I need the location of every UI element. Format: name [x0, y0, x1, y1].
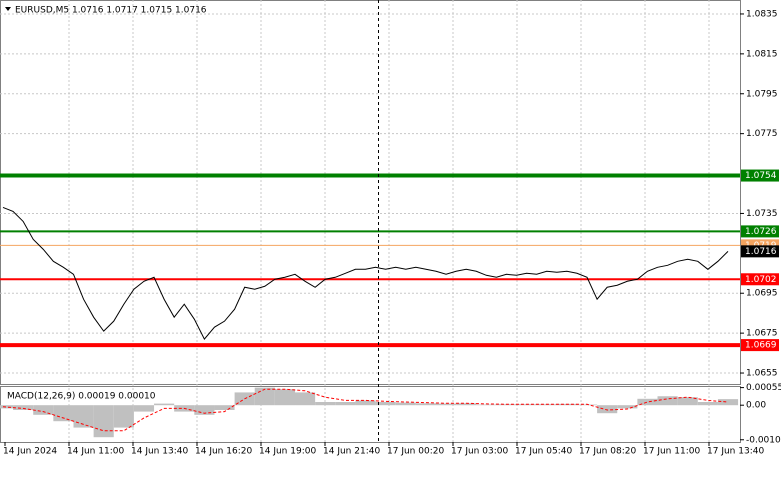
x-tick-label: 17 Jun 08:20: [579, 447, 636, 457]
macd-bar: [597, 405, 618, 414]
macd-bar: [395, 402, 416, 406]
macd-bar: [53, 405, 74, 422]
level-label-bg: [741, 339, 779, 352]
macd-bar: [274, 389, 296, 406]
macd-bar: [93, 405, 114, 438]
macd-bar: [133, 405, 155, 412]
macd-bar: [456, 403, 477, 406]
y-tick-label: 1.0735: [746, 209, 778, 219]
x-tick-label: 14 Jun 13:40: [131, 447, 188, 457]
macd-bar: [375, 402, 396, 406]
y-tick-label: 1.0835: [746, 9, 778, 19]
y-tick-label: 1.0795: [746, 89, 778, 99]
macd-bar: [637, 398, 658, 406]
y-tick-label: 1.0815: [746, 49, 778, 59]
level-label-bg: [741, 225, 779, 238]
macd-bar: [657, 396, 678, 406]
x-tick-label: 17 Jun 05:40: [515, 447, 572, 457]
y-tick-label: 1.0775: [746, 129, 778, 139]
macd-bar: [295, 392, 316, 406]
x-tick-label: 17 Jun 00:20: [387, 447, 444, 457]
macd-bar: [254, 387, 275, 406]
x-tick-label: 14 Jun 19:00: [259, 447, 316, 457]
macd-bar: [355, 400, 376, 406]
x-tick-label: 14 Jun 11:00: [67, 447, 124, 457]
x-tick-label: 14 Jun 2024: [3, 447, 57, 457]
last-price-label: 1.0716: [745, 247, 777, 257]
x-tick-label: 14 Jun 16:20: [195, 447, 252, 457]
level-label: 1.0669: [745, 341, 777, 351]
price-line: [2, 206, 729, 341]
macd-title: MACD(12,26,9) 0.00019 0.00010: [7, 392, 156, 402]
x-tick-label: 17 Jun 13:40: [707, 447, 764, 457]
y-tick-label: 1.0655: [746, 369, 778, 379]
level-label: 1.0702: [745, 275, 777, 285]
last-price-bg: [741, 245, 779, 258]
y-tick-label: 1.0675: [746, 329, 778, 339]
plot-layer: [0, 173, 740, 438]
macd-bar: [435, 403, 457, 406]
level-label-bg: [741, 169, 779, 182]
macd-bar: [154, 403, 175, 406]
macd-bar: [0, 405, 14, 409]
macd-bar: [617, 405, 638, 409]
macd-bar: [415, 403, 436, 406]
macd-bar: [113, 405, 134, 428]
macd-bar: [315, 402, 336, 406]
level-label: 1.0754: [745, 171, 777, 181]
x-tick-label: 17 Jun 03:00: [451, 447, 508, 457]
y-tick-label: -0.00108: [746, 435, 781, 445]
level-label: 1.0726: [745, 227, 777, 237]
grid-layer: [0, 0, 740, 442]
macd-bar: [576, 404, 598, 406]
macd-bar: [335, 402, 356, 406]
y-tick-label: 1.0695: [746, 289, 778, 299]
x-tick-label: 14 Jun 21:40: [323, 447, 380, 457]
level-label-bg: [741, 273, 779, 286]
macd-bar: [717, 399, 739, 406]
macd-bar: [194, 405, 215, 415]
macd-bar: [476, 404, 497, 406]
macd-bar: [697, 402, 718, 406]
x-tick-label: 17 Jun 11:00: [643, 447, 700, 457]
signal-line: [2, 388, 729, 432]
macd-bar: [677, 397, 698, 406]
chart-title: EURUSD,M5 1.0716 1.0717 1.0715 1.0716: [15, 6, 207, 16]
y-tick-label: 0.00055: [746, 383, 781, 393]
macd-bar: [33, 405, 54, 415]
macd-bar: [214, 405, 235, 410]
header-arrow: [5, 7, 11, 11]
macd-bar: [73, 405, 94, 428]
y-tick-label: 0.00: [746, 401, 766, 411]
macd-bar: [13, 405, 34, 410]
main-pane: [0, 0, 741, 385]
